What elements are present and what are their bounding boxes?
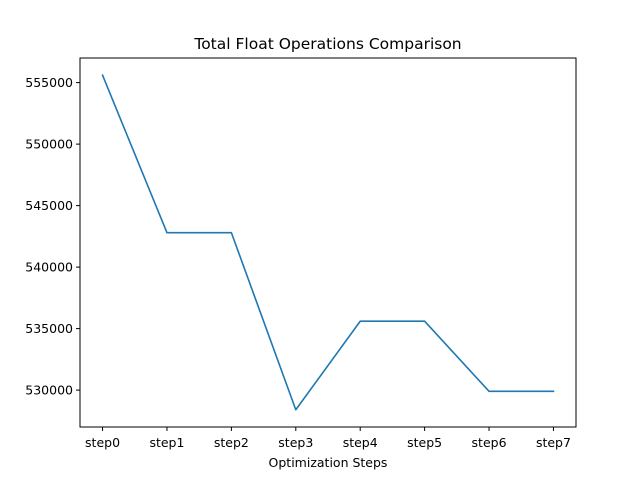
x-tick-label-step7: step7 — [536, 435, 571, 450]
x-tick-label-step4: step4 — [343, 435, 378, 450]
plot-area: step0 step1 step2 step3 step4 step5 step6 step7… — [25, 57, 577, 450]
x-tick-label-step6: step6 — [472, 435, 507, 450]
y-tick-label-530000: 530000 — [25, 383, 73, 398]
x-tick-label-step0: step0 — [85, 435, 120, 450]
y-tick-label-550000: 550000 — [25, 137, 73, 152]
y-tick-label-545000: 545000 — [25, 198, 73, 213]
x-tick-label-step5: step5 — [407, 435, 442, 450]
y-tick-label-535000: 535000 — [25, 321, 73, 336]
x-tick-label-step2: step2 — [214, 435, 249, 450]
y-tick-label-540000: 540000 — [25, 260, 73, 275]
x-tick-label-step1: step1 — [149, 435, 184, 450]
axes-frame — [79, 57, 577, 428]
series-line-0 — [101, 74, 555, 411]
x-tick-label-step3: step3 — [278, 435, 313, 450]
x-axis-label: Optimization Steps — [269, 455, 388, 470]
chart-title: Total Float Operations Comparison — [193, 35, 461, 53]
y-tick-label-555000: 555000 — [25, 75, 73, 90]
